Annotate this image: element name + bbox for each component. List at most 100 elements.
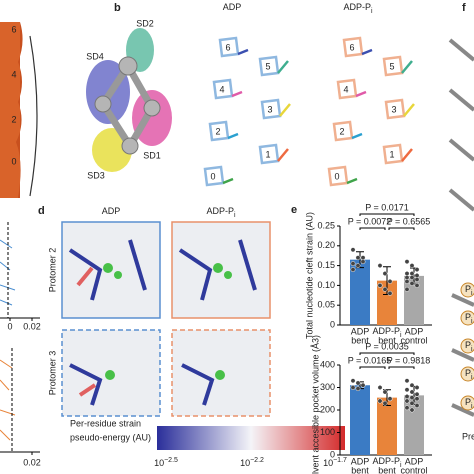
x-tick-label: bent (378, 465, 396, 474)
bracket (359, 352, 415, 355)
column-header: ADP (102, 206, 121, 216)
x-tick-label: ADP (405, 326, 424, 336)
arrow (227, 132, 239, 140)
x-tick-label: bent (351, 335, 369, 345)
data-point (404, 394, 410, 399)
data-point (404, 378, 410, 384)
side-plots (0, 222, 40, 453)
data-point (387, 290, 393, 296)
x-tick-label: 0 (7, 321, 12, 331)
data-point (355, 255, 361, 261)
phosphate-label: Pi (465, 397, 473, 409)
y-tick-label: 0.25 (317, 220, 335, 230)
bar (377, 397, 397, 455)
protomer-label: 0 (334, 171, 339, 181)
data-point (404, 387, 410, 393)
colorbar-tick-base: 10 (323, 458, 333, 468)
y-tick-label: 400 (320, 359, 335, 369)
colorbar-tick-exp: −2.5 (164, 457, 178, 464)
data-point (355, 263, 361, 269)
y-tick-label: 0.05 (317, 300, 335, 310)
x-tick-label: control (400, 335, 427, 345)
panel-label: b (114, 2, 121, 14)
density-label: 0 (11, 156, 16, 166)
phosphate-label-base: P (465, 368, 471, 378)
data-point (409, 280, 415, 286)
column-header-base: ADP-P (343, 2, 371, 12)
colorbar-tick: 10−2.5 (154, 457, 178, 469)
data-point (382, 271, 388, 276)
domain-label: SD3 (87, 170, 105, 180)
column-header: ADP (223, 2, 242, 12)
data-point (350, 378, 356, 384)
y-tick-label: 0 (330, 319, 335, 329)
phosphate-label-sub: i (471, 374, 473, 381)
panel-label: f (462, 2, 466, 14)
data-point (350, 247, 356, 253)
y-axis-label: Total nucleotide cleft strain (AU) (304, 212, 314, 339)
protomer-label: 4 (219, 84, 224, 94)
domain-label: SD1 (143, 150, 161, 160)
x-tick-label-sub: i (400, 332, 402, 339)
y-tick-label: 0 (330, 449, 335, 459)
column-header: ADP-Pi (343, 2, 373, 14)
domain-label: SD2 (136, 18, 154, 28)
protomer-label: 3 (267, 104, 272, 114)
phosphate-label-base: P (465, 397, 471, 407)
data-point (409, 382, 415, 388)
data-point (350, 261, 356, 267)
panel-d-images (61, 221, 345, 450)
phosphate-label-base: P (465, 312, 471, 322)
arrow (401, 60, 413, 74)
phosphate-label: Pi (465, 284, 473, 296)
colorbar-tick: 10−1.7 (323, 457, 347, 469)
row-label: Protomer 3 (47, 351, 57, 396)
data-point (409, 400, 415, 406)
data-point (377, 385, 383, 390)
x-tick-label: control (400, 465, 427, 474)
p-value: P = 0.6565 (387, 216, 431, 226)
phosphate-label-sub: i (471, 403, 473, 410)
arrow (237, 48, 249, 56)
p-value: P = 0.0171 (365, 202, 409, 212)
data-point (387, 396, 393, 402)
data-point (404, 286, 410, 292)
x-tick-label: ADP-Pi (372, 456, 402, 468)
data-point (409, 389, 415, 395)
column-header: ADP-Pi (206, 206, 236, 218)
phosphate-label: Pi (465, 312, 473, 324)
data-point (414, 277, 420, 282)
protomer-label: 2 (215, 126, 220, 136)
column-header-sub: i (234, 212, 236, 219)
data-point (414, 385, 420, 390)
y-tick-label: 100 (320, 427, 335, 437)
data-point (382, 389, 388, 395)
x-tick-label: ADP (351, 456, 370, 466)
y-tick-label: 0.10 (317, 280, 335, 290)
phosphate-circle (460, 366, 474, 382)
data-point (409, 395, 415, 401)
bar (377, 280, 397, 325)
x-tick-label-base: ADP-P (372, 456, 400, 466)
phosphate-circle (460, 395, 474, 411)
y-tick-label: 0.15 (317, 260, 335, 270)
protomer-label: 6 (225, 42, 230, 52)
column-header-base: ADP (223, 2, 242, 12)
bar (350, 385, 370, 455)
density-label: 2 (11, 114, 16, 124)
colorbar-title: Per-residue strain (70, 418, 141, 428)
bar (350, 259, 370, 325)
phosphate-label-sub: i (471, 318, 473, 325)
x-tick-label: bent (378, 335, 396, 345)
phosphate-circle (460, 282, 474, 298)
data-point (414, 403, 420, 408)
phosphate-label-base: P (465, 340, 471, 350)
protomer-label: 1 (265, 149, 270, 159)
colorbar-tick-base: 10 (240, 458, 250, 468)
phosphate-circle (460, 310, 474, 326)
p-value: P = 0.0035 (365, 341, 409, 351)
data-point (404, 405, 410, 411)
phosphate-label-sub: i (471, 290, 473, 297)
x-tick-label: 0.02 (23, 457, 41, 467)
